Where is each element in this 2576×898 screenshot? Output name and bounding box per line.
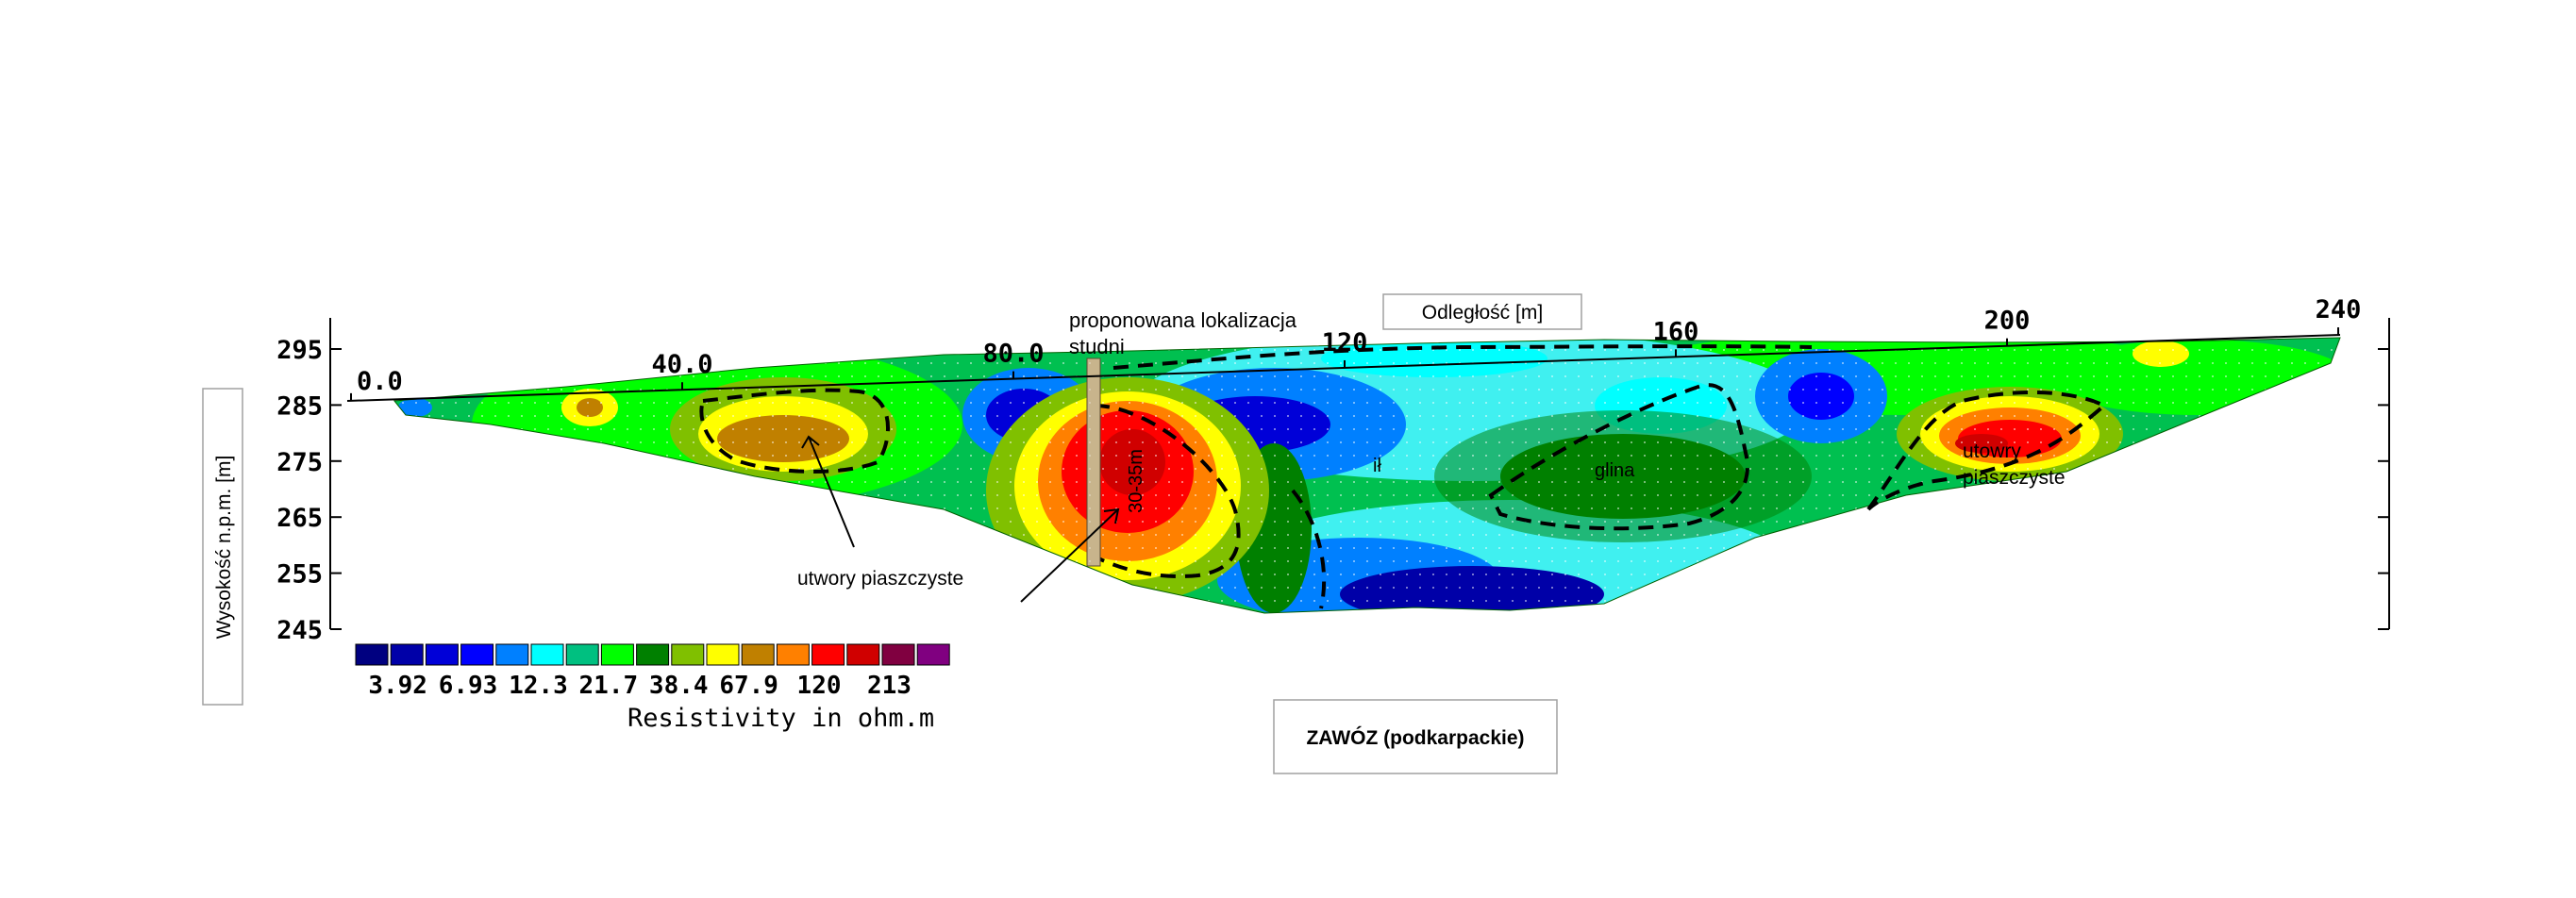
y-tick-labels: 295 285 275 265 255 245 xyxy=(276,336,2389,645)
clay-label-glina: glina xyxy=(1595,460,1635,481)
x-tick-label: 0.0 xyxy=(357,367,403,396)
colorbar-swatch xyxy=(671,643,705,666)
colorbar-label: 67.9 xyxy=(719,672,778,700)
well-column xyxy=(1086,358,1101,567)
boundary-top xyxy=(1112,344,1813,370)
colorbar-label: 6.93 xyxy=(439,672,498,700)
y-tick-label: 295 xyxy=(276,336,323,365)
colorbar-swatch xyxy=(460,643,494,666)
colorbar-title: Resistivity in ohm.m xyxy=(627,704,934,733)
x-tick-label: 80.0 xyxy=(982,340,1044,369)
y-axis-label-box xyxy=(202,388,243,706)
colorbar-labels: 3.92 6.93 12.3 21.7 38.4 67.9 120 213 xyxy=(368,672,912,700)
arrow-central-sand xyxy=(1020,508,1119,603)
interpretation-boundaries xyxy=(699,344,2108,609)
colorbar-swatch xyxy=(425,643,459,666)
y-axis-label: Wysokość n.p.m. [m] xyxy=(213,456,235,640)
x-tick-label: 160 xyxy=(1653,317,1699,346)
boundary-central-body xyxy=(1094,404,1241,578)
x-tick-label: 240 xyxy=(2316,295,2362,324)
boundary-right-sand xyxy=(1866,390,2108,511)
x-tick-label: 40.0 xyxy=(651,350,712,379)
sand-right-label: utowry piaszczyste xyxy=(1963,441,2066,489)
colorbar-swatch xyxy=(811,643,845,666)
site-label-box xyxy=(1273,699,1558,774)
colorbar-swatch xyxy=(390,643,424,666)
sand-right-line-1: utowry xyxy=(1963,441,2021,462)
colorbar-swatch xyxy=(600,643,634,666)
well-location-line-1: proponowana lokalizacja xyxy=(1069,308,1297,332)
x-tick-labels: 0.0 40.0 80.0 120 160 200 240 xyxy=(350,295,2362,401)
colorbar-label: 21.7 xyxy=(579,672,639,700)
colorbar-swatch xyxy=(565,643,599,666)
colorbar xyxy=(355,643,950,666)
y-tick-label: 285 xyxy=(276,391,323,421)
colorbar-label: 38.4 xyxy=(649,672,709,700)
colorbar-swatch xyxy=(776,643,810,666)
colorbar-swatch xyxy=(916,643,950,666)
sand-left-label: utwory piaszczyste xyxy=(797,568,963,590)
colorbar-label: 12.3 xyxy=(509,672,568,700)
sand-right-line-2: piaszczyste xyxy=(1963,467,2066,489)
colorbar-swatch xyxy=(706,643,740,666)
x-tick-label: 200 xyxy=(1984,307,2031,336)
boundary-clay-left xyxy=(1291,489,1327,609)
y-tick-label: 255 xyxy=(276,560,323,590)
colorbar-swatch xyxy=(846,643,880,666)
y-tick-label: 265 xyxy=(276,504,323,533)
boundary-clay-lens xyxy=(1488,383,1749,531)
site-label: ZAWÓZ (podkarpackie) xyxy=(1306,726,1524,749)
boundary-left-sand xyxy=(699,388,890,474)
y-tick-label: 275 xyxy=(276,448,323,477)
annotation-arrows xyxy=(801,435,1120,603)
colorbar-swatch xyxy=(636,643,670,666)
x-axis-label-box xyxy=(1382,293,1582,330)
clay-label-il: ił xyxy=(1373,456,1381,476)
x-tick-label: 120 xyxy=(1322,328,1368,358)
colorbar-swatch xyxy=(741,643,775,666)
colorbar-label: 3.92 xyxy=(368,672,427,700)
well-location-line-2: studni xyxy=(1069,335,1125,358)
well-location-label: proponowana lokalizacja studni xyxy=(1069,308,1302,358)
x-axis-label: Odległość [m] xyxy=(1422,302,1543,324)
y-tick-label: 245 xyxy=(276,616,323,645)
colorbar-label: 120 xyxy=(797,672,842,700)
colorbar-swatch xyxy=(881,643,915,666)
arrow-left-sand xyxy=(808,436,855,548)
colorbar-swatch xyxy=(495,643,529,666)
colorbar-label: 213 xyxy=(867,672,912,700)
colorbar-swatch xyxy=(530,643,564,666)
well-depth-label: 30-35m xyxy=(1126,449,1146,513)
colorbar-swatch xyxy=(355,643,389,666)
